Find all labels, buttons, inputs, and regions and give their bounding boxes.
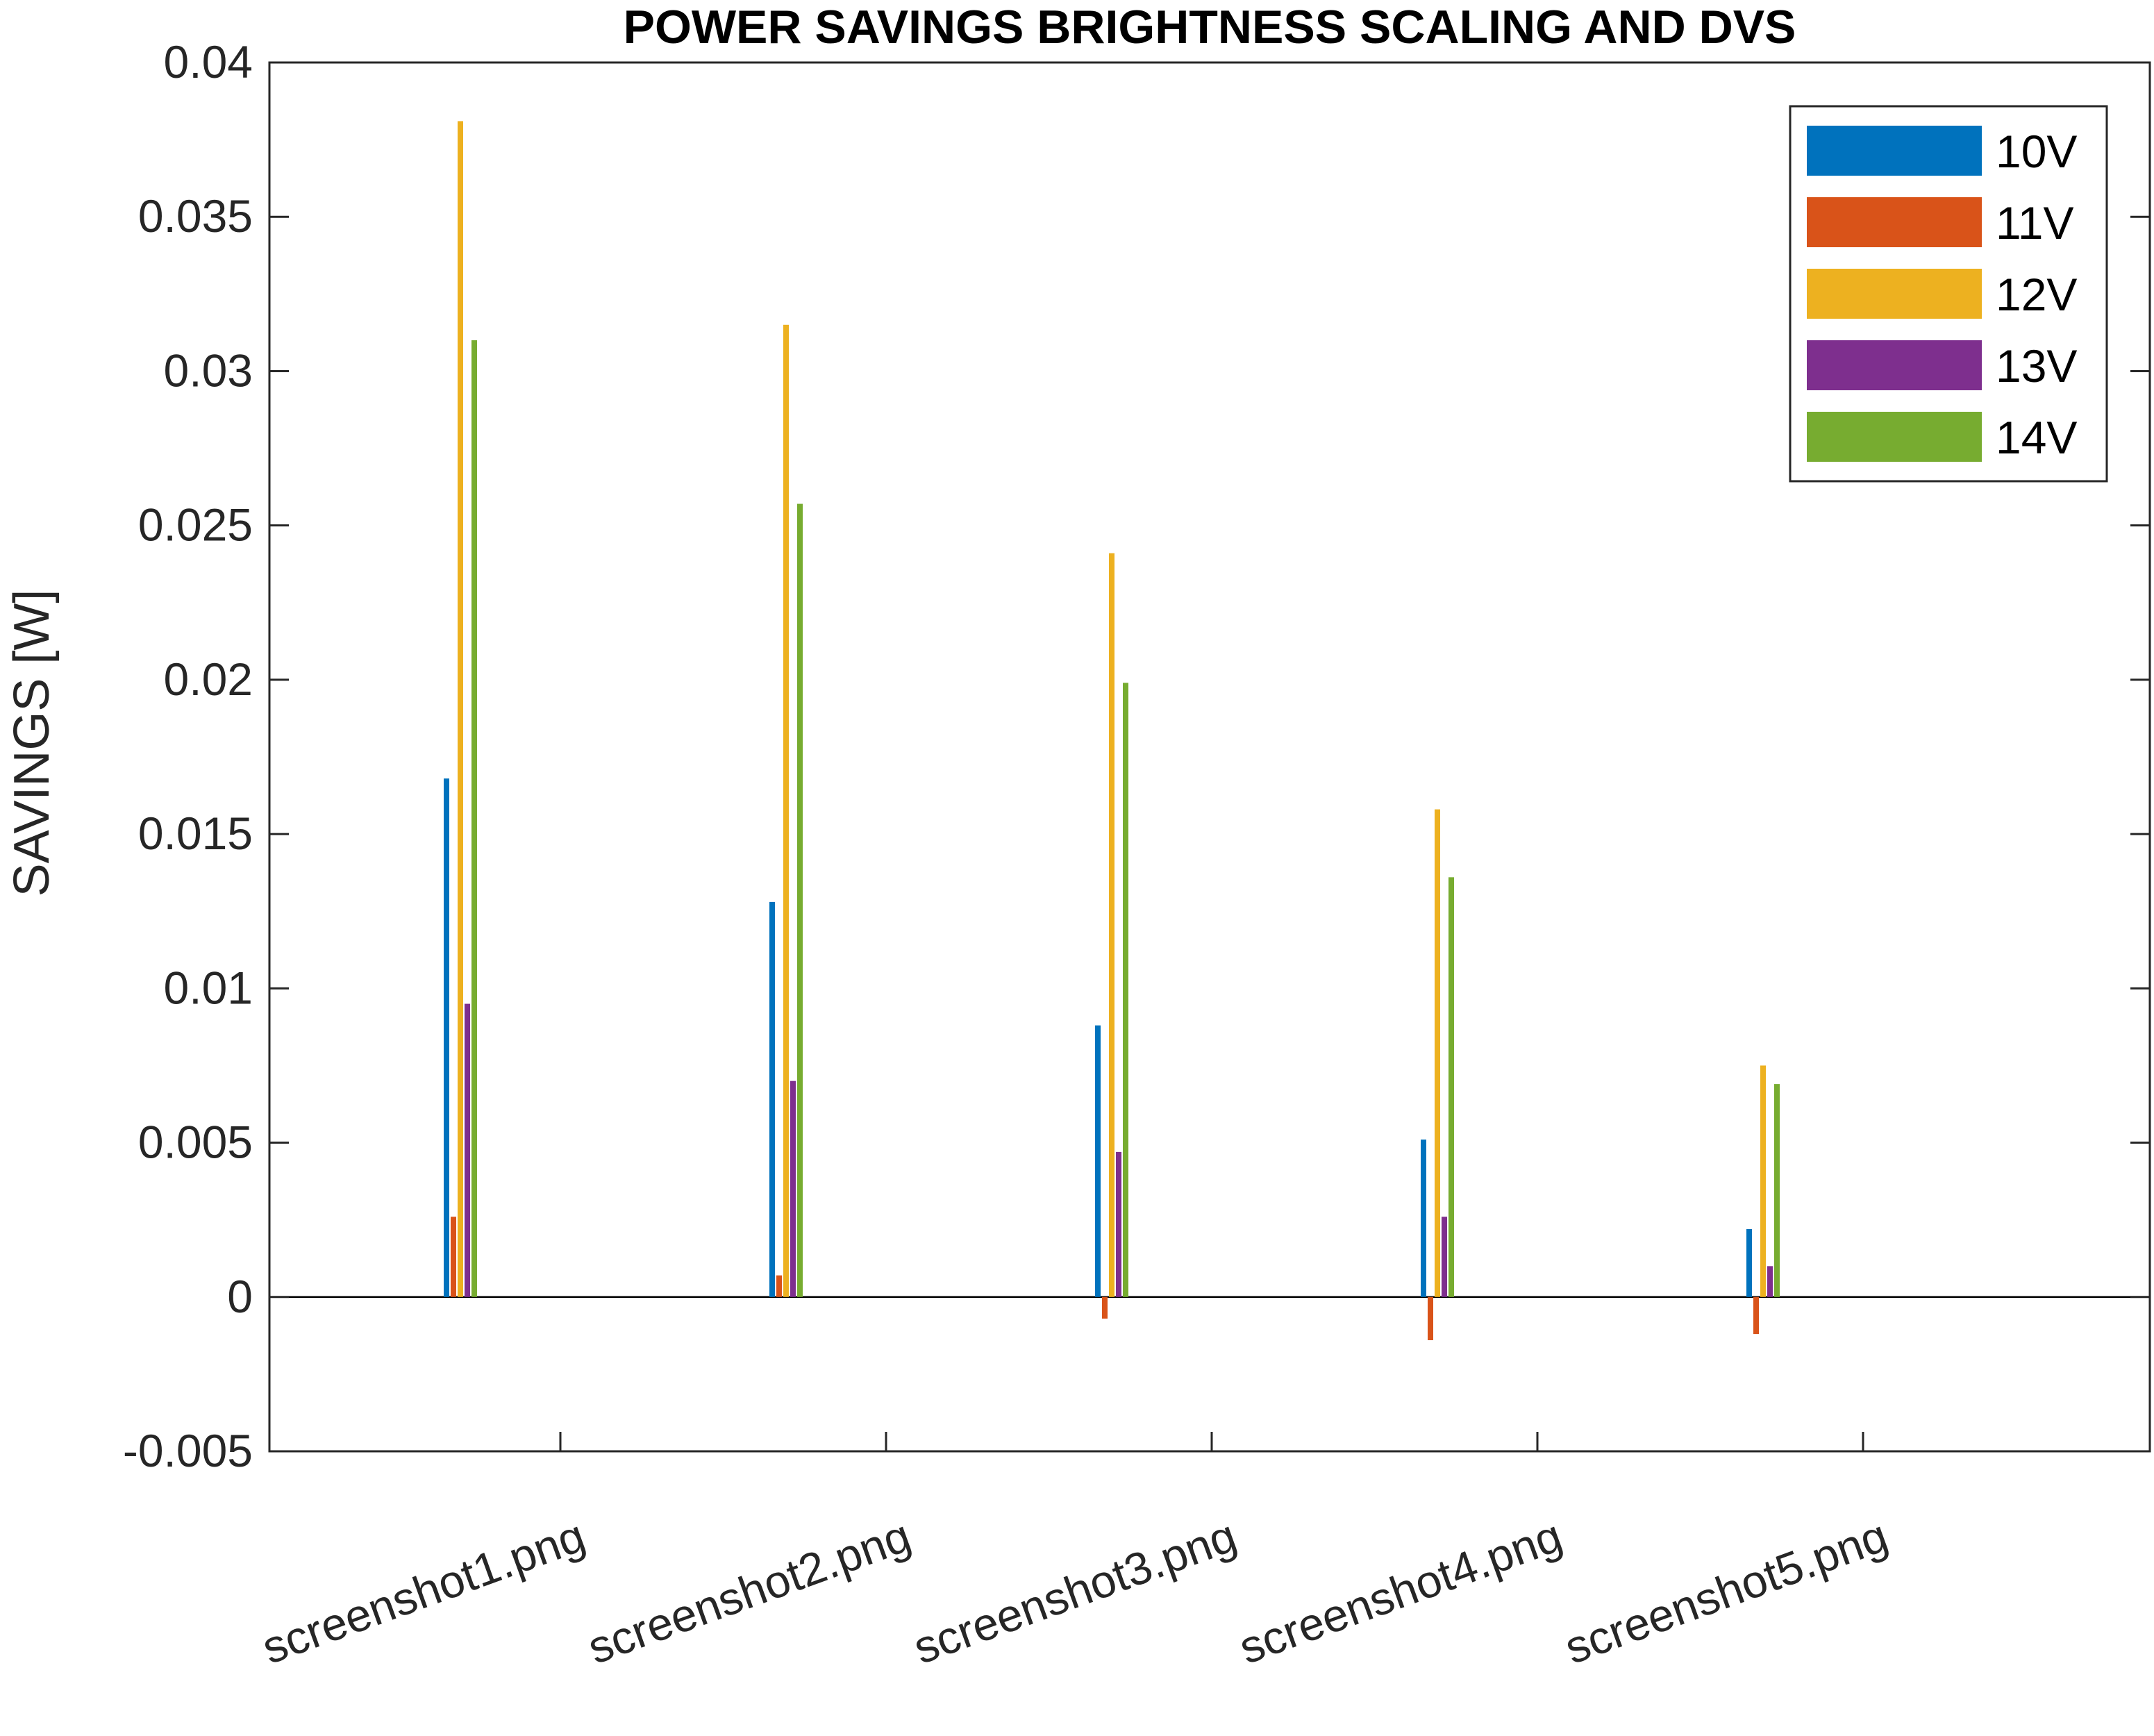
legend-swatch-13V: [1807, 340, 1982, 390]
bar-12V-screenshot1.png: [458, 121, 463, 1297]
legend[interactable]: 10V 11V 12V 13V 14V: [1789, 105, 2108, 483]
bar-14V-screenshot3.png: [1123, 683, 1128, 1297]
bar-12V-screenshot4.png: [1435, 809, 1440, 1297]
legend-swatch-11V: [1807, 197, 1982, 247]
legend-label-12V: 12V: [1996, 269, 2077, 320]
bar-10V-screenshot5.png: [1746, 1229, 1752, 1297]
x-tick-label: screenshot4.png: [1233, 1510, 1569, 1674]
bar-11V-screenshot2.png: [776, 1275, 782, 1297]
y-tick-label: 0.005: [138, 1117, 253, 1168]
axes-box: [268, 61, 2151, 1453]
bar-13V-screenshot4.png: [1442, 1217, 1447, 1297]
legend-label-13V: 13V: [1996, 340, 2077, 392]
legend-swatch-12V: [1807, 269, 1982, 319]
bar-14V-screenshot1.png: [471, 340, 477, 1297]
x-tick-label: screenshot5.png: [1558, 1510, 1894, 1674]
y-tick-label: 0.035: [138, 190, 253, 242]
chart-title: POWER SAVINGS BRIGHTNESS SCALING AND DVS: [624, 1, 1796, 53]
x-tick-label: screenshot1.png: [256, 1510, 592, 1674]
y-axis-label: SAVINGS [W]: [4, 590, 60, 897]
bar-14V-screenshot5.png: [1774, 1084, 1780, 1297]
bar-11V-screenshot5.png: [1753, 1296, 1759, 1335]
bar-13V-screenshot2.png: [790, 1080, 796, 1297]
bar-11V-screenshot1.png: [451, 1217, 456, 1297]
y-tick-label: 0.02: [164, 653, 253, 705]
legend-label-11V: 11V: [1996, 197, 2074, 249]
x-axis: screenshot1.pngscreenshot2.pngscreenshot…: [256, 1432, 1894, 1674]
bar-13V-screenshot5.png: [1767, 1266, 1773, 1297]
x-tick-label: screenshot3.png: [907, 1510, 1243, 1674]
y-axis: -0.005 0 0.005 0.01 0.015 0.02 0.025 0.03 0.035 0…: [123, 36, 2150, 1476]
y-tick-label: 0: [227, 1271, 253, 1322]
y-tick-label: 0.03: [164, 344, 253, 396]
bar-12V-screenshot3.png: [1109, 553, 1114, 1297]
bar-10V-screenshot2.png: [769, 901, 775, 1297]
y-tick-label: -0.005: [123, 1425, 253, 1476]
y-tick-label: 0.015: [138, 808, 253, 859]
y-tick-label: 0.025: [138, 499, 253, 551]
bar-10V-screenshot4.png: [1421, 1140, 1426, 1297]
legend-label-10V: 10V: [1996, 126, 2077, 177]
bars: [444, 121, 1780, 1340]
legend-swatch-10V: [1807, 126, 1982, 176]
legend-label-14V: 14V: [1996, 412, 2077, 463]
bar-12V-screenshot5.png: [1760, 1065, 1766, 1297]
bar-13V-screenshot1.png: [465, 1003, 470, 1297]
x-tick-label: screenshot2.png: [581, 1510, 917, 1674]
bar-12V-screenshot2.png: [783, 324, 789, 1297]
y-tick-label: 0.01: [164, 962, 253, 1013]
bar-13V-screenshot3.png: [1116, 1151, 1121, 1297]
bar-11V-screenshot3.png: [1102, 1296, 1108, 1319]
bar-14V-screenshot4.png: [1448, 877, 1454, 1297]
bar-10V-screenshot1.png: [444, 778, 449, 1297]
bar-10V-screenshot3.png: [1095, 1025, 1101, 1297]
plot-area: [268, 61, 2151, 1453]
bar-11V-screenshot4.png: [1428, 1296, 1433, 1340]
bar-14V-screenshot2.png: [797, 503, 803, 1297]
legend-swatch-14V: [1807, 412, 1982, 462]
y-tick-label: 0.04: [164, 36, 253, 87]
